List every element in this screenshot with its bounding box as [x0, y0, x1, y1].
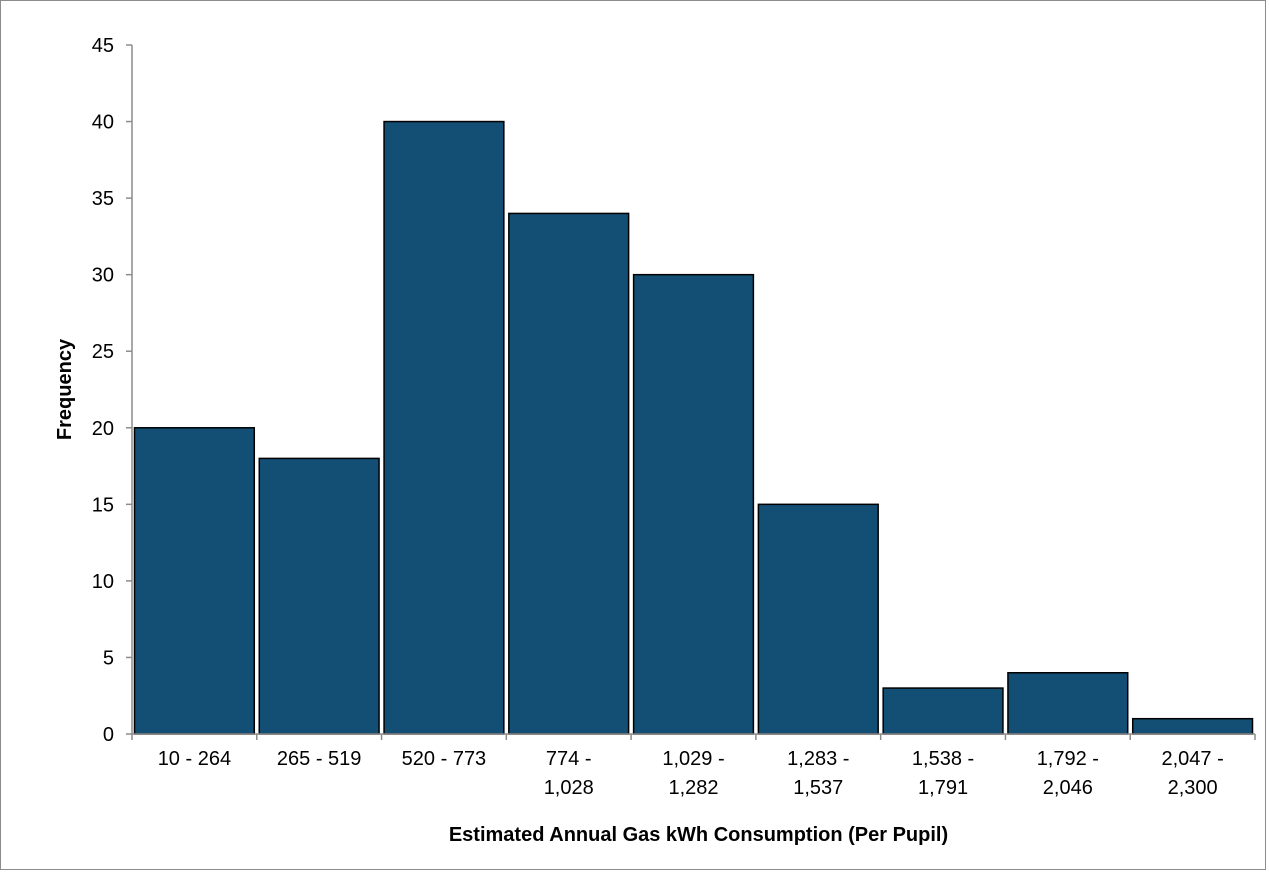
x-tick-label: 2,047 -2,300 — [1161, 748, 1223, 799]
x-tick-label: 1,538 -1,791 — [912, 748, 974, 799]
y-tick-label: 30 — [92, 265, 114, 287]
bar-1 — [133, 427, 256, 735]
y-tick-label: 10 — [92, 571, 114, 593]
bar-9 — [1131, 717, 1254, 735]
x-axis-title: Estimated Annual Gas kWh Consumption (Pe… — [449, 824, 948, 846]
y-tick-label: 5 — [103, 647, 114, 669]
bar-4 — [508, 212, 630, 735]
y-tick-label: 45 — [92, 35, 114, 57]
y-tick-label: 40 — [92, 112, 114, 134]
bar-7 — [882, 687, 1004, 735]
y-tick-label: 25 — [92, 341, 114, 363]
x-tick-label: 774 -1,028 — [544, 748, 594, 799]
x-tick-label: 10 - 264 — [158, 748, 231, 770]
bar-3 — [383, 120, 505, 735]
x-tick-label: 1,792 -2,046 — [1037, 748, 1099, 799]
x-tick-label: 1,029 -1,282 — [662, 748, 724, 799]
y-tick-label: 20 — [92, 418, 114, 440]
y-axis-title: Frequency — [54, 338, 76, 440]
x-tick-label: 520 - 773 — [402, 748, 487, 770]
axes-layer — [126, 44, 1256, 740]
y-tick-label: 15 — [92, 494, 114, 516]
bar-8 — [1007, 672, 1129, 735]
bars-layer — [133, 120, 1254, 735]
x-tick-label: 1,283 -1,537 — [787, 748, 849, 799]
bar-2 — [258, 457, 380, 735]
y-tick-label: 35 — [92, 188, 114, 210]
bar-5 — [632, 273, 755, 735]
y-tick-label: 0 — [103, 724, 114, 746]
bar-6 — [757, 503, 879, 735]
ticks-layer: 0 5 10 15 20 25 30 35 40 45 10 - 264 265 - 519 520 -… — [92, 35, 1224, 799]
x-tick-label: 265 - 519 — [277, 748, 362, 770]
